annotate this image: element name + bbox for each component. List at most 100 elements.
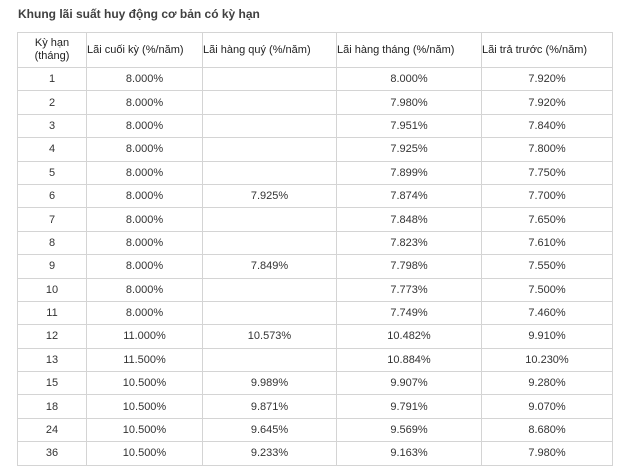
cell-monthly: 8.000% (336, 66, 482, 92)
cell-prepaid: 7.610% (481, 230, 613, 256)
header-term: Kỳ hạn (tháng) (17, 32, 87, 68)
table-row: 11 8.000% 7.749% 7.460% (17, 300, 613, 326)
cell-quarterly: 9.645% (202, 417, 337, 443)
cell-end-of-term: 8.000% (86, 160, 203, 185)
table-row: 13 11.500% 10.884% 10.230% (17, 347, 613, 373)
cell-quarterly: 10.573% (202, 324, 337, 349)
cell-end-of-term: 8.000% (86, 66, 203, 92)
interest-rate-table: Kỳ hạn (tháng) Lãi cuối kỳ (%/năm) Lãi h… (17, 32, 613, 466)
table-body: 1 8.000% 8.000% 7.920% 2 8.000% 7.980% 7.920% 3 8… (17, 66, 613, 466)
cell-prepaid: 7.920% (481, 90, 613, 115)
cell-term: 36 (17, 441, 87, 466)
cell-quarterly (202, 66, 337, 92)
cell-end-of-term: 8.000% (86, 207, 203, 232)
cell-term: 18 (17, 394, 87, 419)
cell-monthly: 10.884% (336, 347, 482, 373)
cell-prepaid: 7.980% (481, 441, 613, 466)
cell-term: 15 (17, 371, 87, 396)
table-row: 18 10.500% 9.871% 9.791% 9.070% (17, 394, 613, 419)
cell-prepaid: 7.840% (481, 113, 613, 139)
header-monthly: Lãi hàng tháng (%/năm) (336, 32, 482, 68)
header-end-of-term: Lãi cuối kỳ (%/năm) (86, 32, 203, 68)
cell-term: 7 (17, 207, 87, 232)
cell-monthly: 7.874% (336, 183, 482, 209)
table-row: 4 8.000% 7.925% 7.800% (17, 137, 613, 162)
table-row: 12 11.000% 10.573% 10.482% 9.910% (17, 324, 613, 349)
cell-quarterly (202, 90, 337, 115)
cell-term: 9 (17, 254, 87, 279)
cell-term: 13 (17, 347, 87, 373)
cell-end-of-term: 8.000% (86, 90, 203, 115)
cell-monthly: 9.569% (336, 417, 482, 443)
cell-monthly: 7.848% (336, 207, 482, 232)
cell-prepaid: 9.280% (481, 371, 613, 396)
cell-monthly: 7.798% (336, 254, 482, 279)
header-term-line1: Kỳ hạn (34, 37, 70, 49)
cell-quarterly (202, 137, 337, 162)
cell-prepaid: 7.920% (481, 66, 613, 92)
cell-end-of-term: 10.500% (86, 441, 203, 466)
cell-end-of-term: 8.000% (86, 113, 203, 139)
cell-quarterly: 9.989% (202, 371, 337, 396)
cell-quarterly (202, 113, 337, 139)
cell-end-of-term: 8.000% (86, 254, 203, 279)
table-row: 1 8.000% 8.000% 7.920% (17, 66, 613, 92)
cell-quarterly (202, 300, 337, 326)
cell-term: 4 (17, 137, 87, 162)
cell-term: 12 (17, 324, 87, 349)
header-prepaid: Lãi trả trước (%/năm) (481, 32, 613, 68)
cell-term: 24 (17, 417, 87, 443)
cell-monthly: 7.823% (336, 230, 482, 256)
table-row: 24 10.500% 9.645% 9.569% 8.680% (17, 417, 613, 443)
cell-quarterly (202, 207, 337, 232)
cell-prepaid: 7.550% (481, 254, 613, 279)
cell-quarterly (202, 277, 337, 302)
cell-monthly: 7.773% (336, 277, 482, 302)
cell-quarterly: 7.849% (202, 254, 337, 279)
cell-quarterly: 9.871% (202, 394, 337, 419)
cell-prepaid: 7.800% (481, 137, 613, 162)
cell-monthly: 7.925% (336, 137, 482, 162)
cell-monthly: 7.899% (336, 160, 482, 185)
cell-prepaid: 9.910% (481, 324, 613, 349)
cell-end-of-term: 8.000% (86, 300, 203, 326)
cell-end-of-term: 8.000% (86, 230, 203, 256)
cell-monthly: 10.482% (336, 324, 482, 349)
table-row: 10 8.000% 7.773% 7.500% (17, 277, 613, 302)
table-row: 9 8.000% 7.849% 7.798% 7.550% (17, 254, 613, 279)
cell-quarterly: 7.925% (202, 183, 337, 209)
cell-monthly: 7.980% (336, 90, 482, 115)
header-quarterly: Lãi hàng quý (%/năm) (202, 32, 337, 68)
cell-end-of-term: 10.500% (86, 371, 203, 396)
page-title: Khung lãi suất huy động cơ bản có kỳ hạn (18, 7, 260, 21)
cell-prepaid: 7.700% (481, 183, 613, 209)
cell-prepaid: 7.500% (481, 277, 613, 302)
table-row: 2 8.000% 7.980% 7.920% (17, 90, 613, 115)
cell-quarterly (202, 160, 337, 185)
cell-term: 2 (17, 90, 87, 115)
table-row: 36 10.500% 9.233% 9.163% 7.980% (17, 441, 613, 466)
cell-prepaid: 7.650% (481, 207, 613, 232)
cell-term: 10 (17, 277, 87, 302)
cell-monthly: 7.951% (336, 113, 482, 139)
cell-end-of-term: 11.000% (86, 324, 203, 349)
cell-monthly: 9.791% (336, 394, 482, 419)
cell-end-of-term: 8.000% (86, 277, 203, 302)
cell-term: 8 (17, 230, 87, 256)
cell-quarterly (202, 347, 337, 373)
table-row: 7 8.000% 7.848% 7.650% (17, 207, 613, 232)
cell-quarterly (202, 230, 337, 256)
cell-prepaid: 9.070% (481, 394, 613, 419)
cell-prepaid: 7.460% (481, 300, 613, 326)
cell-prepaid: 10.230% (481, 347, 613, 373)
table-row: 15 10.500% 9.989% 9.907% 9.280% (17, 371, 613, 396)
cell-term: 5 (17, 160, 87, 185)
cell-end-of-term: 8.000% (86, 183, 203, 209)
cell-end-of-term: 8.000% (86, 137, 203, 162)
cell-term: 3 (17, 113, 87, 139)
cell-end-of-term: 10.500% (86, 394, 203, 419)
cell-monthly: 9.163% (336, 441, 482, 466)
cell-monthly: 7.749% (336, 300, 482, 326)
table-row: 5 8.000% 7.899% 7.750% (17, 160, 613, 185)
table-header-row: Kỳ hạn (tháng) Lãi cuối kỳ (%/năm) Lãi h… (17, 32, 613, 68)
